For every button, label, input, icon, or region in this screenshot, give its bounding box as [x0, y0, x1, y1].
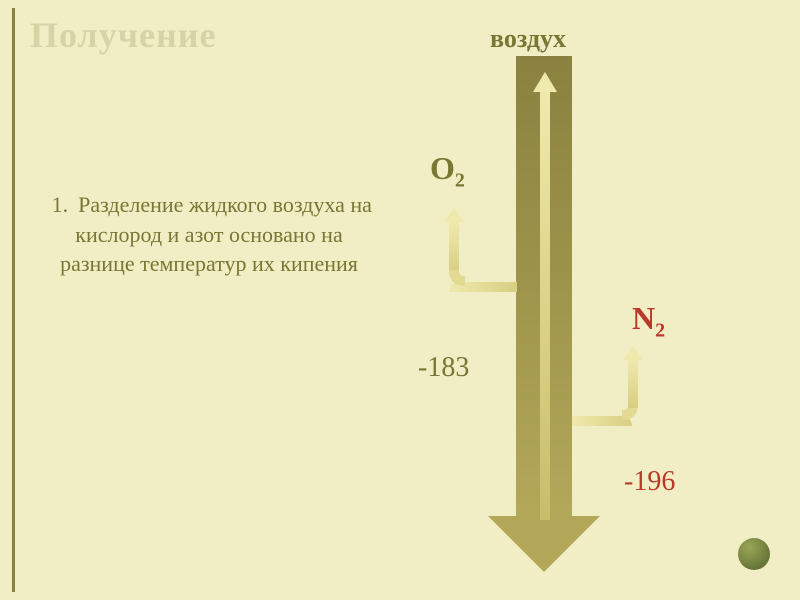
corner-dot-icon	[738, 538, 770, 570]
branch-n2-vert	[628, 360, 638, 408]
o2-sub: 2	[455, 169, 465, 191]
n2-temp: -196	[624, 466, 675, 498]
list-text: Разделение жидкого воздуха на кислород и…	[60, 192, 372, 276]
n2-label: N2	[632, 300, 665, 342]
o2-base: O	[430, 150, 455, 186]
inner-arrow-head	[533, 72, 557, 92]
big-arrow-head	[488, 516, 600, 572]
inner-arrow-shaft	[540, 90, 550, 520]
branch-n2-head	[623, 346, 643, 360]
o2-temp: -183	[418, 352, 469, 384]
top-label-air: воздух	[490, 24, 566, 54]
slide-root: Получение воздух 1.Разделение жидкого во…	[0, 0, 800, 600]
branch-o2-head	[444, 208, 464, 222]
n2-base: N	[632, 300, 655, 336]
n2-sub: 2	[655, 319, 665, 341]
o2-label: O2	[430, 150, 465, 192]
branch-o2-vert	[449, 222, 459, 274]
list-number: 1.	[46, 190, 68, 220]
body-paragraph: 1.Разделение жидкого воздуха на кислород…	[44, 190, 374, 279]
side-accent-bar	[12, 8, 15, 592]
page-title: Получение	[30, 14, 216, 56]
